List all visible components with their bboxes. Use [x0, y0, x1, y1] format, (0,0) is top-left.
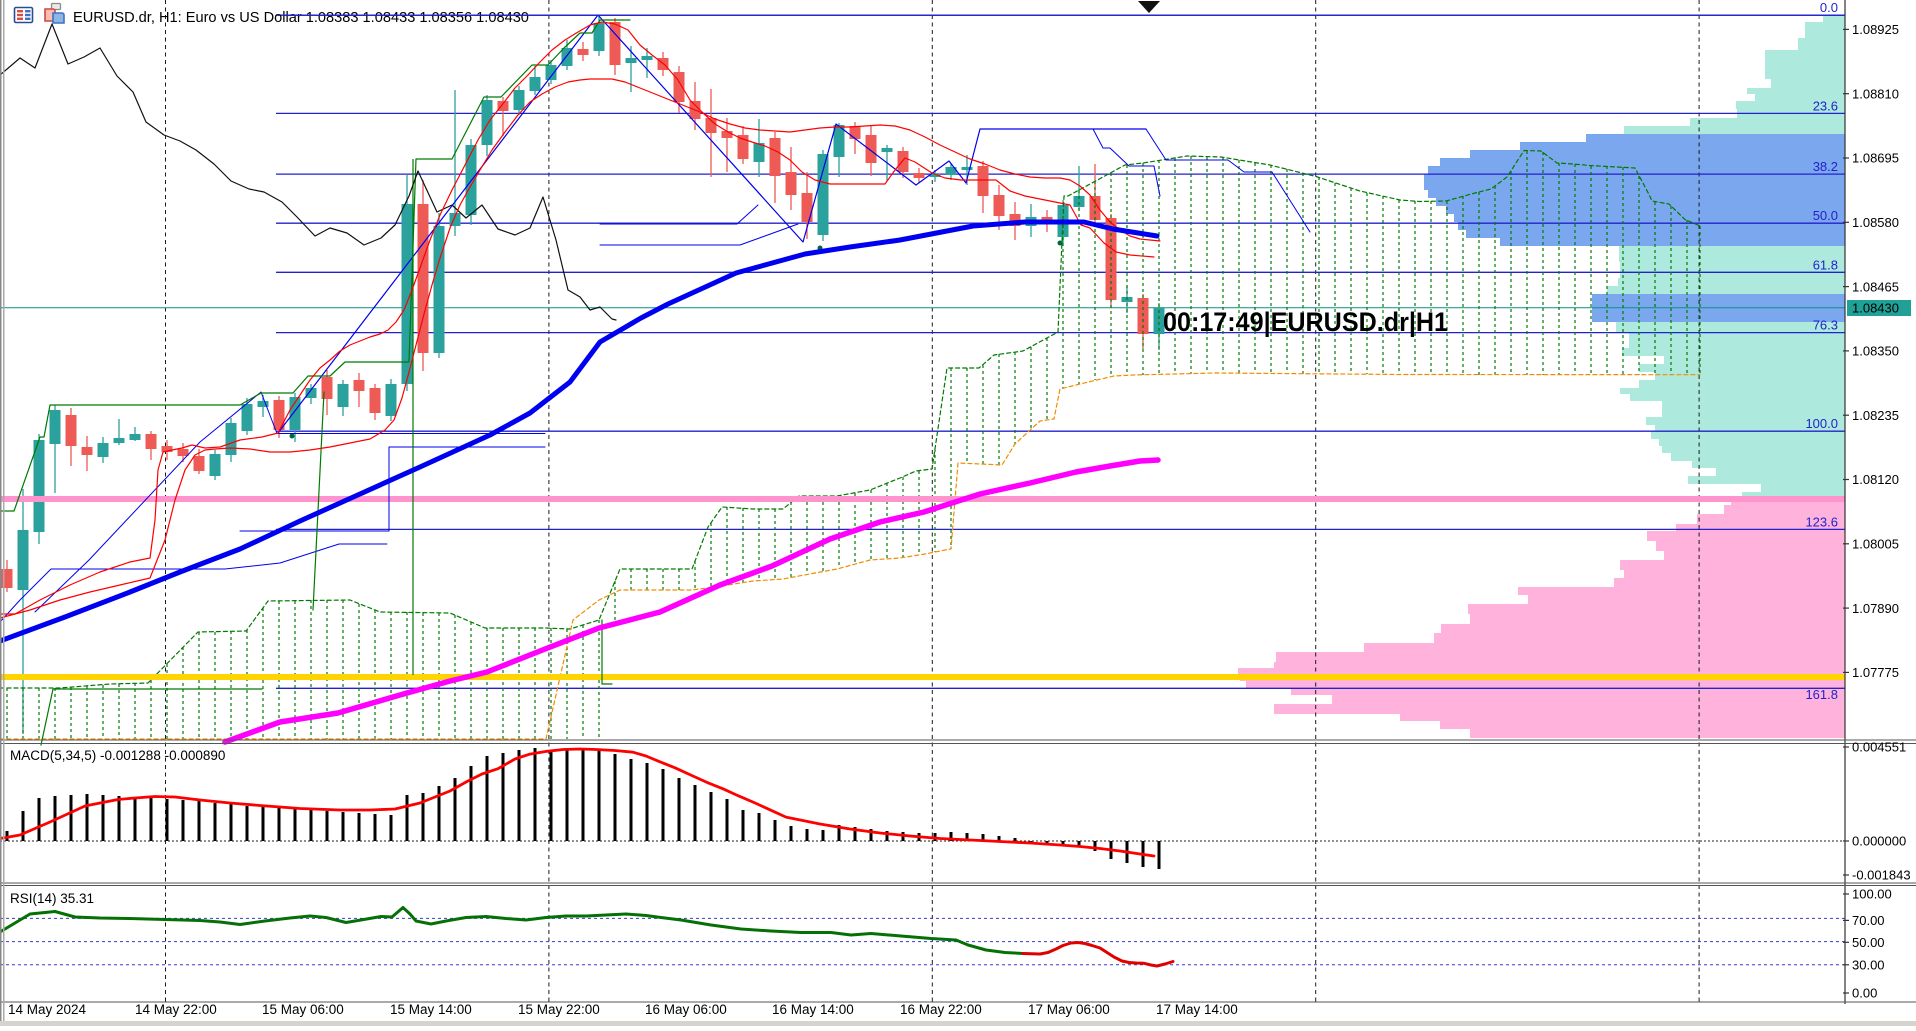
svg-text:1.08235: 1.08235 — [1852, 408, 1899, 423]
svg-text:0.00: 0.00 — [1852, 986, 1877, 1001]
svg-text:16 May 14:00: 16 May 14:00 — [772, 1002, 854, 1017]
svg-text:161.8: 161.8 — [1805, 687, 1838, 702]
svg-text:100.0: 100.0 — [1805, 416, 1838, 431]
svg-text:14 May 2024: 14 May 2024 — [8, 1002, 87, 1017]
svg-text:23.6: 23.6 — [1813, 98, 1838, 113]
svg-text:1.08580: 1.08580 — [1852, 215, 1899, 230]
svg-text:1.08465: 1.08465 — [1852, 279, 1899, 294]
svg-text:30.00: 30.00 — [1852, 958, 1885, 973]
svg-text:1.07890: 1.07890 — [1852, 601, 1899, 616]
svg-text:1.08005: 1.08005 — [1852, 537, 1899, 552]
svg-text:70.00: 70.00 — [1852, 913, 1885, 928]
svg-text:123.6: 123.6 — [1805, 514, 1838, 529]
svg-text:EURUSD.dr, H1: Euro vs US Dol: EURUSD.dr, H1: Euro vs US Dollar 1.08383… — [73, 10, 529, 26]
svg-text:-0.001843: -0.001843 — [1852, 868, 1911, 883]
svg-text:61.8: 61.8 — [1813, 257, 1838, 272]
svg-text:15 May 14:00: 15 May 14:00 — [390, 1002, 472, 1017]
svg-text:0.0: 0.0 — [1820, 0, 1838, 15]
svg-text:1.08350: 1.08350 — [1852, 344, 1899, 359]
svg-text:50.00: 50.00 — [1852, 935, 1885, 950]
svg-text:50.0: 50.0 — [1813, 208, 1838, 223]
svg-text:38.2: 38.2 — [1813, 159, 1838, 174]
svg-text:1.08120: 1.08120 — [1852, 472, 1899, 487]
svg-text:1.08810: 1.08810 — [1852, 86, 1899, 101]
svg-text:15 May 06:00: 15 May 06:00 — [262, 1002, 344, 1017]
svg-text:1.07775: 1.07775 — [1852, 665, 1899, 680]
svg-text:00:17:49|EURUSD.dr|H1: 00:17:49|EURUSD.dr|H1 — [1163, 307, 1448, 337]
svg-text:16 May 22:00: 16 May 22:00 — [900, 1002, 982, 1017]
svg-text:RSI(14) 35.31: RSI(14) 35.31 — [10, 891, 94, 906]
svg-text:0.000000: 0.000000 — [1852, 834, 1906, 849]
svg-text:15 May 22:00: 15 May 22:00 — [518, 1002, 600, 1017]
svg-text:14 May 22:00: 14 May 22:00 — [135, 1002, 217, 1017]
svg-text:17 May 06:00: 17 May 06:00 — [1028, 1002, 1110, 1017]
svg-text:MACD(5,34,5) -0.001288 -0.0008: MACD(5,34,5) -0.001288 -0.000890 — [10, 748, 225, 763]
svg-text:16 May 06:00: 16 May 06:00 — [645, 1002, 727, 1017]
svg-text:0.004551: 0.004551 — [1852, 740, 1906, 755]
svg-text:1.08430: 1.08430 — [1852, 301, 1899, 316]
svg-text:17 May 14:00: 17 May 14:00 — [1156, 1002, 1238, 1017]
svg-text:100.00: 100.00 — [1852, 887, 1892, 902]
svg-text:1.08695: 1.08695 — [1852, 151, 1899, 166]
svg-text:76.3: 76.3 — [1813, 318, 1838, 333]
svg-text:1.08925: 1.08925 — [1852, 22, 1899, 37]
